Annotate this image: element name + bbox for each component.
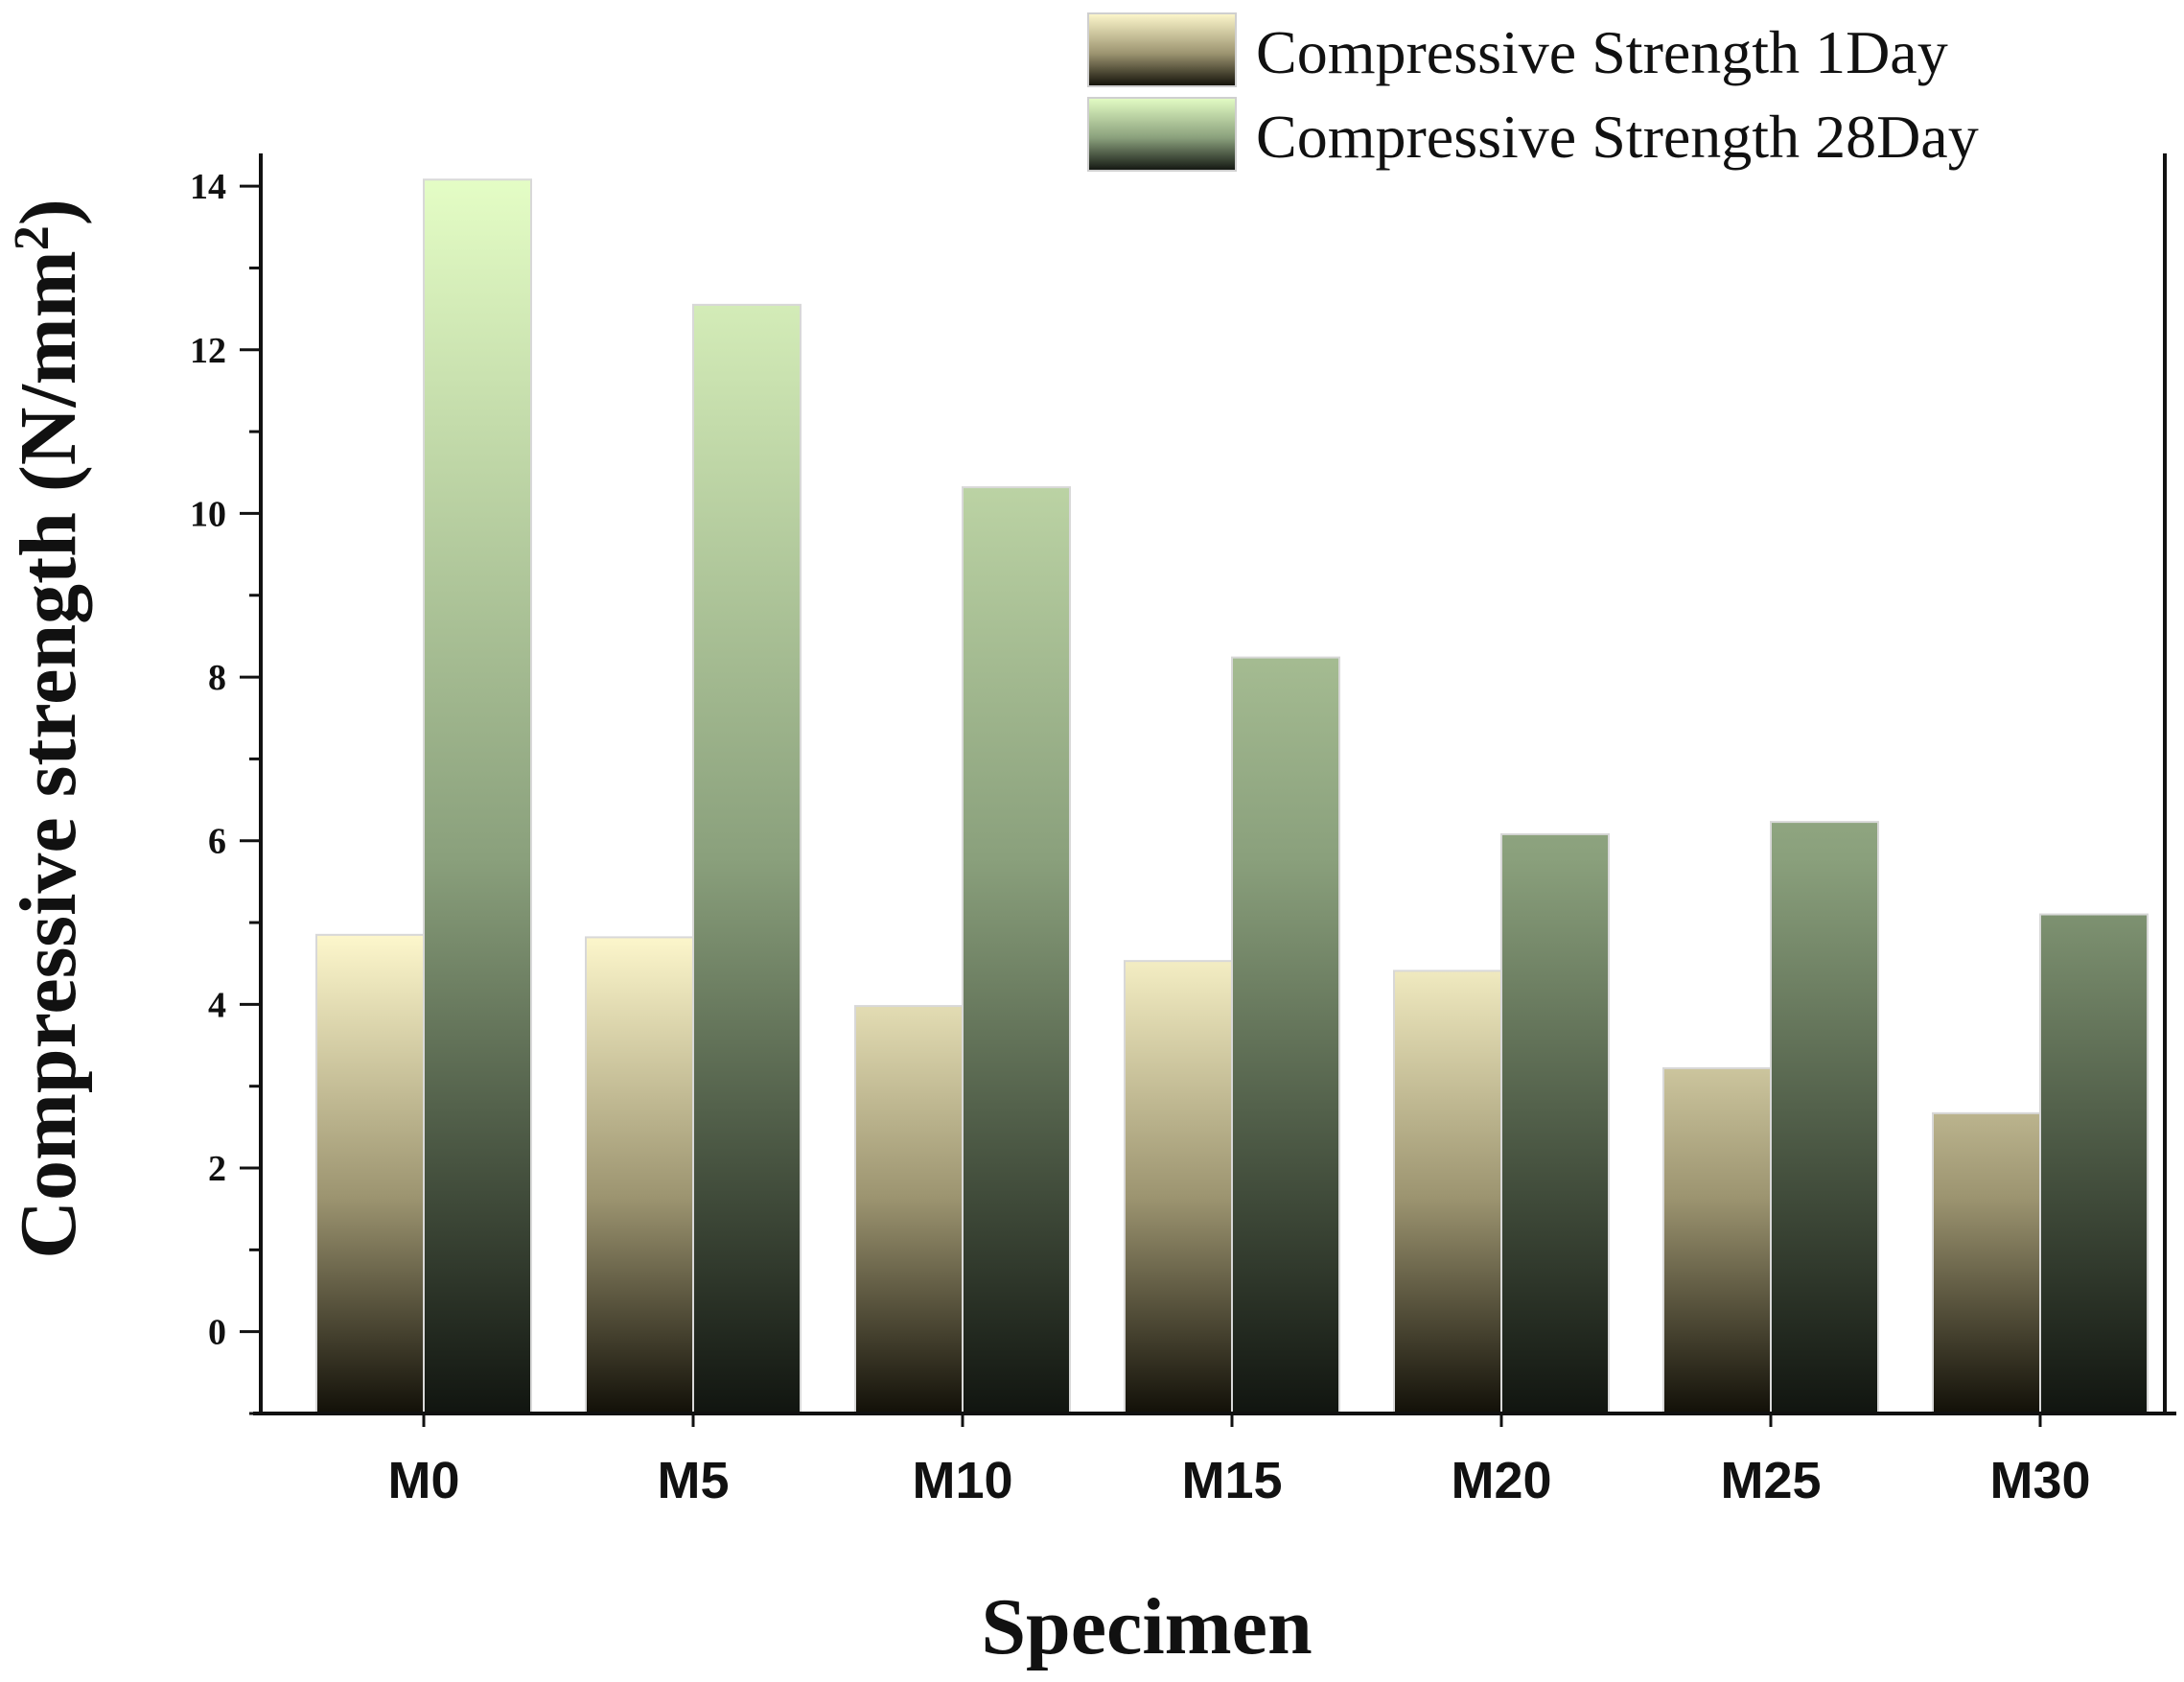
legend-label-1day: Compressive Strength 1Day (1256, 18, 1948, 86)
legend-swatch-1day (1087, 12, 1237, 87)
bar-m0-series-1 (315, 933, 425, 1414)
x-tick-label-m0: M0 (387, 1452, 459, 1509)
y-tick-label-8: 8 (208, 658, 226, 698)
y-tick-label-0: 0 (208, 1313, 226, 1353)
x-tick-label-m30: M30 (1989, 1452, 2090, 1509)
y-tick-label-12: 12 (190, 331, 226, 371)
y-axis-title-superscript: 2 (5, 225, 59, 250)
y-tick-label-6: 6 (208, 822, 226, 862)
legend: Compressive Strength 1Day Compressive St… (1087, 12, 1979, 172)
x-tick-label-m25: M25 (1720, 1452, 1821, 1509)
y-axis-title: Compressive strength (N/mm2) (4, 199, 93, 1258)
bar-m15-series-2 (1231, 656, 1340, 1414)
bar-m5-series-2 (692, 303, 802, 1414)
bar-m5-series-1 (585, 936, 694, 1414)
y-axis-title-main: Compressive strength (N/mm (4, 250, 93, 1258)
x-tick-label-m10: M10 (912, 1452, 1012, 1509)
x-tick-label-m15: M15 (1181, 1452, 1282, 1509)
legend-swatch-28day (1087, 97, 1237, 172)
y-tick-label-10: 10 (190, 494, 226, 534)
bar-m20-series-2 (1500, 832, 1610, 1414)
y-axis-ticks: 0 2 4 6 8 10 12 14 (190, 167, 261, 1415)
x-axis-title: Specimen (981, 1582, 1312, 1671)
bar-m25-series-1 (1662, 1066, 1772, 1414)
x-axis-category-labels: M0 M5 M10 M15 M20 M25 M30 (387, 1413, 2091, 1509)
bar-m30-series-1 (1932, 1111, 2041, 1414)
y-tick-label-4: 4 (208, 985, 226, 1025)
bar-m10-series-2 (962, 486, 1071, 1414)
x-tick-label-m5: M5 (657, 1452, 729, 1509)
y-tick-label-2: 2 (208, 1149, 226, 1189)
x-tick-label-m20: M20 (1451, 1452, 1551, 1509)
bar-m25-series-2 (1770, 821, 1879, 1414)
y-axis-title-close: ) (4, 199, 93, 225)
bar-m20-series-1 (1393, 969, 1502, 1414)
bar-m0-series-2 (423, 178, 532, 1414)
y-tick-label-14: 14 (190, 167, 226, 207)
bar-m30-series-2 (2039, 913, 2149, 1414)
legend-label-28day: Compressive Strength 28Day (1256, 103, 1979, 171)
bar-m10-series-1 (854, 1005, 964, 1414)
bar-m15-series-1 (1124, 960, 1233, 1414)
bars-layer (315, 178, 2149, 1414)
